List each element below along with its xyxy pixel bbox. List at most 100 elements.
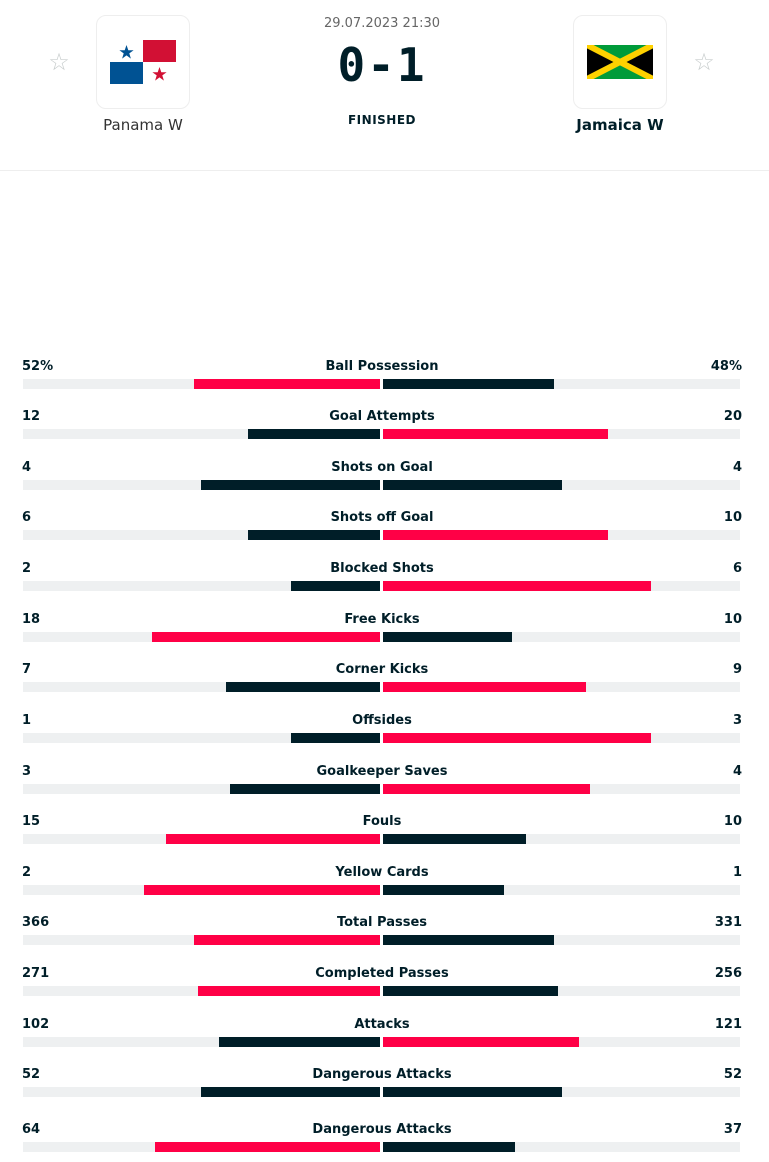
home-bar-fill: [291, 733, 380, 743]
stat-away-value: 6: [732, 561, 742, 576]
stat-row: 2 Blocked Shots 6: [0, 561, 769, 601]
home-bar-fill: [155, 1142, 380, 1152]
stat-row: 6 Shots off Goal 10: [0, 510, 769, 550]
away-bar-fill: [383, 581, 651, 591]
home-team-logo[interactable]: [96, 15, 190, 109]
away-bar-track: [383, 1037, 740, 1047]
home-bar-fill: [144, 885, 380, 895]
stat-row: 15 Fouls 10: [0, 814, 769, 854]
stat-label: Blocked Shots: [330, 561, 434, 576]
stat-home-value: 15: [22, 814, 41, 829]
away-bar-fill: [383, 885, 504, 895]
stat-home-value: 366: [22, 915, 50, 930]
stat-label: Shots on Goal: [331, 460, 433, 475]
home-bar-fill: [194, 379, 380, 389]
stat-label: Goalkeeper Saves: [316, 764, 448, 779]
away-bar-fill: [383, 632, 512, 642]
away-bar-fill: [383, 834, 526, 844]
stat-away-value: 4: [732, 764, 742, 779]
stat-row: 271 Completed Passes 256: [0, 966, 769, 1006]
match-header: ☆ Panama W 29.07.2023 21:30 0-1 FINISHED…: [0, 0, 769, 171]
home-bar-track: [23, 530, 380, 540]
stat-row: 7 Corner Kicks 9: [0, 662, 769, 702]
stat-home-value: 6: [22, 510, 32, 525]
home-bar-track: [23, 379, 380, 389]
stat-row: 1 Offsides 3: [0, 713, 769, 753]
stat-home-value: 102: [22, 1017, 50, 1032]
away-bar-fill: [383, 1087, 562, 1097]
home-bar-fill: [226, 682, 380, 692]
stat-label: Offsides: [352, 713, 412, 728]
stat-row: 18 Free Kicks 10: [0, 612, 769, 652]
away-bar-track: [383, 885, 740, 895]
away-bar-fill: [383, 429, 608, 439]
stat-row: 2 Yellow Cards 1: [0, 865, 769, 905]
home-bar-track: [23, 885, 380, 895]
home-bar-track: [23, 1037, 380, 1047]
stat-row: 102 Attacks 121: [0, 1017, 769, 1057]
home-bar-fill: [201, 480, 380, 490]
stat-away-value: 10: [723, 510, 742, 525]
stat-row: 52% Ball Possession 48%: [0, 359, 769, 399]
away-bar-track: [383, 733, 740, 743]
away-bar-fill: [383, 935, 554, 945]
home-bar-fill: [230, 784, 380, 794]
home-bar-fill: [166, 834, 380, 844]
stat-away-value: 9: [732, 662, 742, 677]
away-bar-track: [383, 834, 740, 844]
stat-home-value: 12: [22, 409, 41, 424]
stat-label: Shots off Goal: [330, 510, 434, 525]
stat-row: 4 Shots on Goal 4: [0, 460, 769, 500]
stat-home-value: 18: [22, 612, 41, 627]
home-bar-track: [23, 784, 380, 794]
stat-home-value: 2: [22, 561, 32, 576]
away-bar-track: [383, 1142, 740, 1152]
home-bar-fill: [248, 429, 380, 439]
away-bar-track: [383, 429, 740, 439]
stat-label: Completed Passes: [315, 966, 449, 981]
away-team-name[interactable]: Jamaica W: [576, 116, 664, 134]
home-bar-track: [23, 1087, 380, 1097]
stat-away-value: 52: [723, 1067, 742, 1082]
away-bar-fill: [383, 784, 590, 794]
away-bar-fill: [383, 986, 558, 996]
home-bar-track: [23, 986, 380, 996]
away-bar-fill: [383, 1037, 579, 1047]
match-score: 0-1: [337, 38, 427, 92]
stat-label: Corner Kicks: [335, 662, 429, 677]
home-bar-track: [23, 935, 380, 945]
away-bar-track: [383, 1087, 740, 1097]
home-bar-track: [23, 733, 380, 743]
home-bar-fill: [152, 632, 380, 642]
home-bar-fill: [219, 1037, 380, 1047]
home-bar-fill: [194, 935, 380, 945]
home-bar-track: [23, 1142, 380, 1152]
away-bar-track: [383, 379, 740, 389]
home-bar-fill: [291, 581, 380, 591]
home-bar-track: [23, 632, 380, 642]
stat-away-value: 20: [723, 409, 742, 424]
home-bar-track: [23, 581, 380, 591]
stat-away-value: 10: [723, 612, 742, 627]
favorite-home-star-icon[interactable]: ☆: [48, 48, 70, 76]
away-team-logo[interactable]: [573, 15, 667, 109]
home-team-name[interactable]: Panama W: [103, 116, 183, 134]
stat-label: Total Passes: [336, 915, 428, 930]
away-bar-fill: [383, 1142, 515, 1152]
home-bar-fill: [248, 530, 380, 540]
stat-row: 366 Total Passes 331: [0, 915, 769, 955]
away-bar-track: [383, 480, 740, 490]
stat-row: 64 Dangerous Attacks 37: [0, 1122, 769, 1162]
home-bar-track: [23, 682, 380, 692]
match-datetime: 29.07.2023 21:30: [323, 16, 441, 31]
stat-home-value: 4: [22, 460, 32, 475]
away-bar-fill: [383, 530, 608, 540]
favorite-away-star-icon[interactable]: ☆: [693, 48, 715, 76]
stat-away-value: 48%: [710, 359, 742, 374]
home-bar-fill: [198, 986, 380, 996]
stat-row: 3 Goalkeeper Saves 4: [0, 764, 769, 804]
stat-home-value: 52: [22, 1067, 41, 1082]
away-bar-track: [383, 530, 740, 540]
stat-away-value: 331: [714, 915, 742, 930]
stat-label: Goal Attempts: [329, 409, 435, 424]
